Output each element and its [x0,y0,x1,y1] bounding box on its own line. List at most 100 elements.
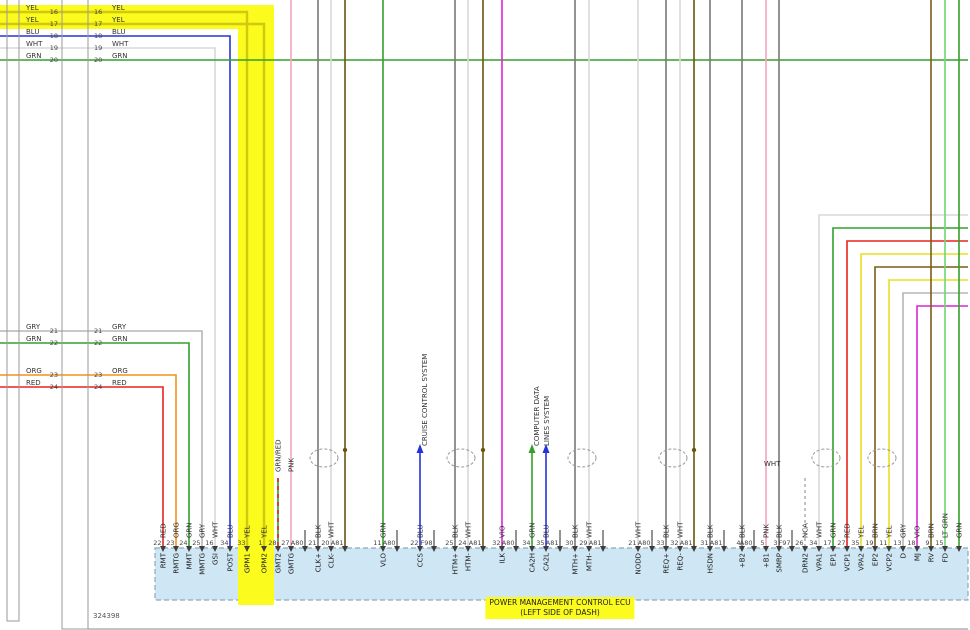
pin-color-label: YEL [261,525,269,539]
pin-arrow-icon [776,546,782,552]
pin-number: 27 [281,539,289,547]
pin-color-label: PNK [288,458,296,472]
left-row-color-label: GRN [26,335,42,343]
pin-number: 34 [522,539,530,547]
wire-left-row-16 [0,10,249,547]
pin-arrow-icon [465,546,471,552]
highlight-band-vertical [238,5,274,605]
system-arrow-icon [528,444,536,453]
pin-number: 34 [809,539,817,547]
system-annotation: WHT [764,460,781,468]
pin-color-label: BLK [663,524,671,538]
pin-number: 30 [565,539,573,547]
drawing-number: 324398 [93,612,120,620]
wire-left-row-22 [0,342,190,547]
left-row-color-label: RED [112,379,127,387]
pin-color-label: WHT [677,521,685,538]
shield-ellipse-icon [811,448,841,468]
left-row-pin-number: 21 [50,327,58,335]
pin-number: A80 [740,539,753,547]
pin-color-label: BLK [452,524,460,538]
pin-name: EP2 [872,553,880,566]
pin-number: 32 [492,539,500,547]
pin-number: 33 [656,539,664,547]
wire-left-row-21 [0,330,203,547]
pin-arrow-icon [928,546,934,552]
pin-number: A80 [291,539,304,547]
left-row-color-label: YEL [25,4,39,12]
pin-color-label: WHT [465,521,473,538]
pin-number: A80 [638,539,651,547]
left-row-pin-number: 17 [50,20,58,28]
pin-arrow-icon [199,546,205,552]
pin-number: A80 [383,539,396,547]
pin-number: 21 [628,539,636,547]
pin-arrow-icon [302,546,308,552]
pin-number: 26 [795,539,803,547]
shield-ellipse-icon [658,448,688,468]
pin-number: A81 [331,539,344,547]
shield-ellipse-icon [567,448,597,468]
pin-color-label: WHT [328,521,336,538]
left-row-pin-number: 19 [94,44,102,52]
pin-number: 22 [410,539,418,547]
pin-arrow-icon [480,546,486,552]
pin-arrow-icon [649,546,655,552]
left-row-pin-number: 19 [50,44,58,52]
left-row-color-label: BLU [26,28,39,36]
pin-name: MTH+ [572,553,580,575]
pin-number: 29 [579,539,587,547]
pin-name: VPA2 [858,553,866,571]
left-row-pin-number: 24 [94,383,102,391]
pin-arrow-icon [452,546,458,552]
pin-color-label: BLK [776,524,784,538]
pin-number: F98 [420,539,432,547]
pin-number: 11 [879,539,887,547]
pin-name: RV [928,553,936,562]
pin-name: +B1 [763,553,771,568]
pin-arrow-icon [691,546,697,552]
pin-color-label: LT GRN [942,513,950,538]
pin-color-label: BLK [572,524,580,538]
pin-name: SMRP [776,553,784,573]
pin-number: 4 [736,539,740,547]
shield-ellipse-icon [867,448,897,468]
pin-name: FD [942,553,950,562]
left-row-pin-number: 18 [50,32,58,40]
pin-color-label: GRN/RED [275,439,283,472]
left-row-color-label: YEL [111,4,125,12]
left-row-color-label: ORG [26,367,42,375]
wire-left-row-23 [0,374,177,547]
pin-number: 1 [258,539,262,547]
left-row-pin-number: 20 [50,56,58,64]
left-row-pin-number: 22 [50,339,58,347]
pin-number: A81 [546,539,559,547]
shield-junction-dot [480,447,486,453]
pin-number: 11 [373,539,381,547]
pin-arrow-icon [315,546,321,552]
pin-number: 18 [907,539,915,547]
pin-color-label: NCA [802,523,810,538]
shield-junction-dot [342,447,348,453]
pin-number: 3 [773,539,777,547]
system-arrow-icon [542,444,550,453]
left-row-pin-number: 17 [94,20,102,28]
pin-arrow-icon [942,546,948,552]
pin-arrow-icon [739,546,745,552]
pin-arrow-icon [663,546,669,552]
pin-name: CCS [417,552,425,567]
pin-number: 25 [445,539,453,547]
pin-arrow-icon [557,546,563,552]
ecu-title: POWER MANAGEMENT CONTROL ECU [489,598,631,607]
pin-arrow-icon [956,546,962,552]
pin-arrow-icon [721,546,727,552]
wire-EP1 [832,227,968,547]
shield-ellipse-icon [446,448,476,468]
pin-color-label: ORG [173,522,181,538]
left-row-pin-number: 24 [50,383,58,391]
pin-number: 16 [205,539,213,547]
pin-color-label: RED [844,523,852,538]
pin-name: EP1 [830,553,838,566]
left-row-pin-number: 18 [94,32,102,40]
